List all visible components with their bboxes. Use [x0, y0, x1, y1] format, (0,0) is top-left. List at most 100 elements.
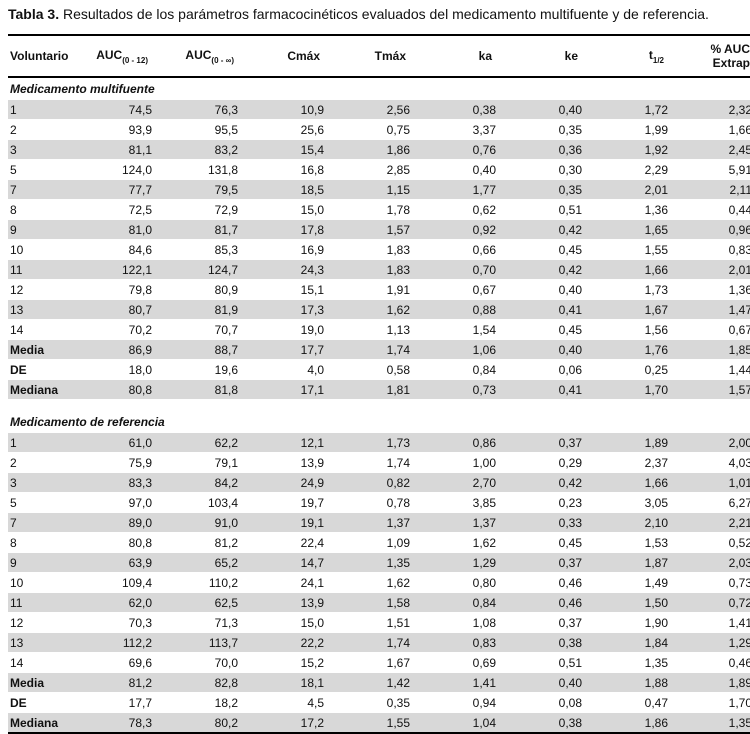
table-cell: 81,1: [72, 139, 158, 160]
table-cell: 1,62: [330, 572, 416, 593]
table-cell: 0,52: [674, 532, 750, 553]
table-cell: 0,37: [502, 433, 588, 453]
volunteer-id: 1: [8, 100, 72, 120]
table-cell: 5,91: [674, 159, 750, 180]
table-row: 14 70,2 70,7 19,0 1,13 1,54 0,45 1,56 0,67: [8, 319, 750, 340]
table-cell: 1,67: [588, 299, 674, 320]
table-cell: 13,9: [244, 452, 330, 473]
table-cell: 1,37: [416, 512, 502, 533]
table-cell: 0,83: [416, 632, 502, 653]
table-cell: 81,2: [72, 672, 158, 693]
table-cell: 0,46: [502, 592, 588, 613]
table-cell: 0,86: [416, 433, 502, 453]
header-ka: ka: [416, 34, 502, 78]
header-auc-0-inf: AUC(0 - ∞): [158, 34, 244, 78]
table-cell: 14,7: [244, 552, 330, 573]
table-cell: 1,84: [588, 632, 674, 653]
table-cell: 122,1: [72, 259, 158, 280]
table-cell: 0,45: [502, 319, 588, 340]
table-cell: 124,7: [158, 259, 244, 280]
table-cell: 84,6: [72, 239, 158, 260]
section-spacer: [8, 399, 750, 411]
table-cell: 0,70: [416, 259, 502, 280]
table-cell: 77,7: [72, 179, 158, 200]
table-cell: 0,35: [330, 692, 416, 713]
table-cell: 83,3: [72, 472, 158, 493]
table-cell: 78,3: [72, 712, 158, 734]
table-cell: 0,40: [416, 159, 502, 180]
table-cell: 62,2: [158, 433, 244, 453]
table-cell: 3,85: [416, 492, 502, 513]
table-cell: 0,47: [588, 692, 674, 713]
table-cell: 1,54: [416, 319, 502, 340]
volunteer-id: 11: [8, 259, 72, 280]
table-cell: 1,55: [588, 239, 674, 260]
table-cell: 112,2: [72, 632, 158, 653]
stat-label: DE: [8, 692, 72, 713]
table-cell: 1,78: [330, 199, 416, 220]
table-header: Voluntario AUC(0 - 12) AUC(0 - ∞) Cmáx T…: [8, 34, 750, 78]
section-title-row: Medicamento de referencia: [8, 411, 750, 433]
stat-label: Media: [8, 672, 72, 693]
table-row: 2 93,9 95,5 25,6 0,75 3,37 0,35 1,99 1,66: [8, 119, 750, 140]
table-cell: 76,3: [158, 100, 244, 120]
table-cell: 0,51: [502, 199, 588, 220]
table-cell: 109,4: [72, 572, 158, 593]
table-cell: 0,84: [416, 359, 502, 380]
table-cell: 1,58: [330, 592, 416, 613]
table-cell: 1,90: [588, 612, 674, 633]
table-body: Medicamento multifuente 1 74,5 76,3 10,9 2,56…: [8, 77, 750, 734]
table-cell: 1,57: [674, 379, 750, 400]
table-cell: 0,38: [502, 712, 588, 734]
table-cell: 10,9: [244, 100, 330, 120]
table-cell: 2,21: [674, 512, 750, 533]
table-cell: 1,06: [416, 339, 502, 360]
table-cell: 0,96: [674, 219, 750, 240]
table-cell: 85,3: [158, 239, 244, 260]
table-cell: 0,41: [502, 379, 588, 400]
table-cell: 0,42: [502, 219, 588, 240]
table-cell: 2,29: [588, 159, 674, 180]
table-cell: 1,49: [588, 572, 674, 593]
table-cell: 1,01: [674, 472, 750, 493]
volunteer-id: 12: [8, 612, 72, 633]
table-cell: 1,44: [674, 359, 750, 380]
volunteer-id: 14: [8, 319, 72, 340]
table-cell: 1,41: [416, 672, 502, 693]
table-cell: 0,72: [674, 592, 750, 613]
volunteer-id: 1: [8, 433, 72, 453]
header-t-half: t1/2: [588, 34, 674, 78]
table-cell: 91,0: [158, 512, 244, 533]
pharmacokinetics-table: Voluntario AUC(0 - 12) AUC(0 - ∞) Cmáx T…: [8, 34, 750, 734]
table-cell: 1,62: [416, 532, 502, 553]
table-cell: 1,36: [588, 199, 674, 220]
table-cell: 18,1: [244, 672, 330, 693]
table-cell: 1,36: [674, 279, 750, 300]
table-cell: 72,5: [72, 199, 158, 220]
volunteer-id: 13: [8, 299, 72, 320]
table-row: 13 80,7 81,9 17,3 1,62 0,88 0,41 1,67 1,47: [8, 299, 750, 320]
table-cell: 0,06: [502, 359, 588, 380]
table-cell: 19,0: [244, 319, 330, 340]
table-cell: 63,9: [72, 552, 158, 573]
table-row: 1 61,0 62,2 12,1 1,73 0,86 0,37 1,89 2,00: [8, 433, 750, 453]
header-auc-0-12: AUC(0 - 12): [72, 34, 158, 78]
table-cell: 2,03: [674, 552, 750, 573]
table-cell: 22,2: [244, 632, 330, 653]
table-cell: 81,7: [158, 219, 244, 240]
table-cell: 0,92: [416, 219, 502, 240]
table-cell: 81,9: [158, 299, 244, 320]
table-cell: 0,33: [502, 512, 588, 533]
table-row: 10 84,6 85,3 16,9 1,83 0,66 0,45 1,55 0,83: [8, 239, 750, 260]
table-cell: 1,89: [588, 433, 674, 453]
table-cell: 110,2: [158, 572, 244, 593]
caption-label: Tabla 3.: [8, 6, 60, 22]
table-cell: 75,9: [72, 452, 158, 473]
table-cell: 1,15: [330, 179, 416, 200]
table-cell: 18,2: [158, 692, 244, 713]
table-cell: 0,69: [416, 652, 502, 673]
table-cell: 1,08: [416, 612, 502, 633]
table-cell: 2,70: [416, 472, 502, 493]
table-cell: 4,5: [244, 692, 330, 713]
table-cell: 0,58: [330, 359, 416, 380]
